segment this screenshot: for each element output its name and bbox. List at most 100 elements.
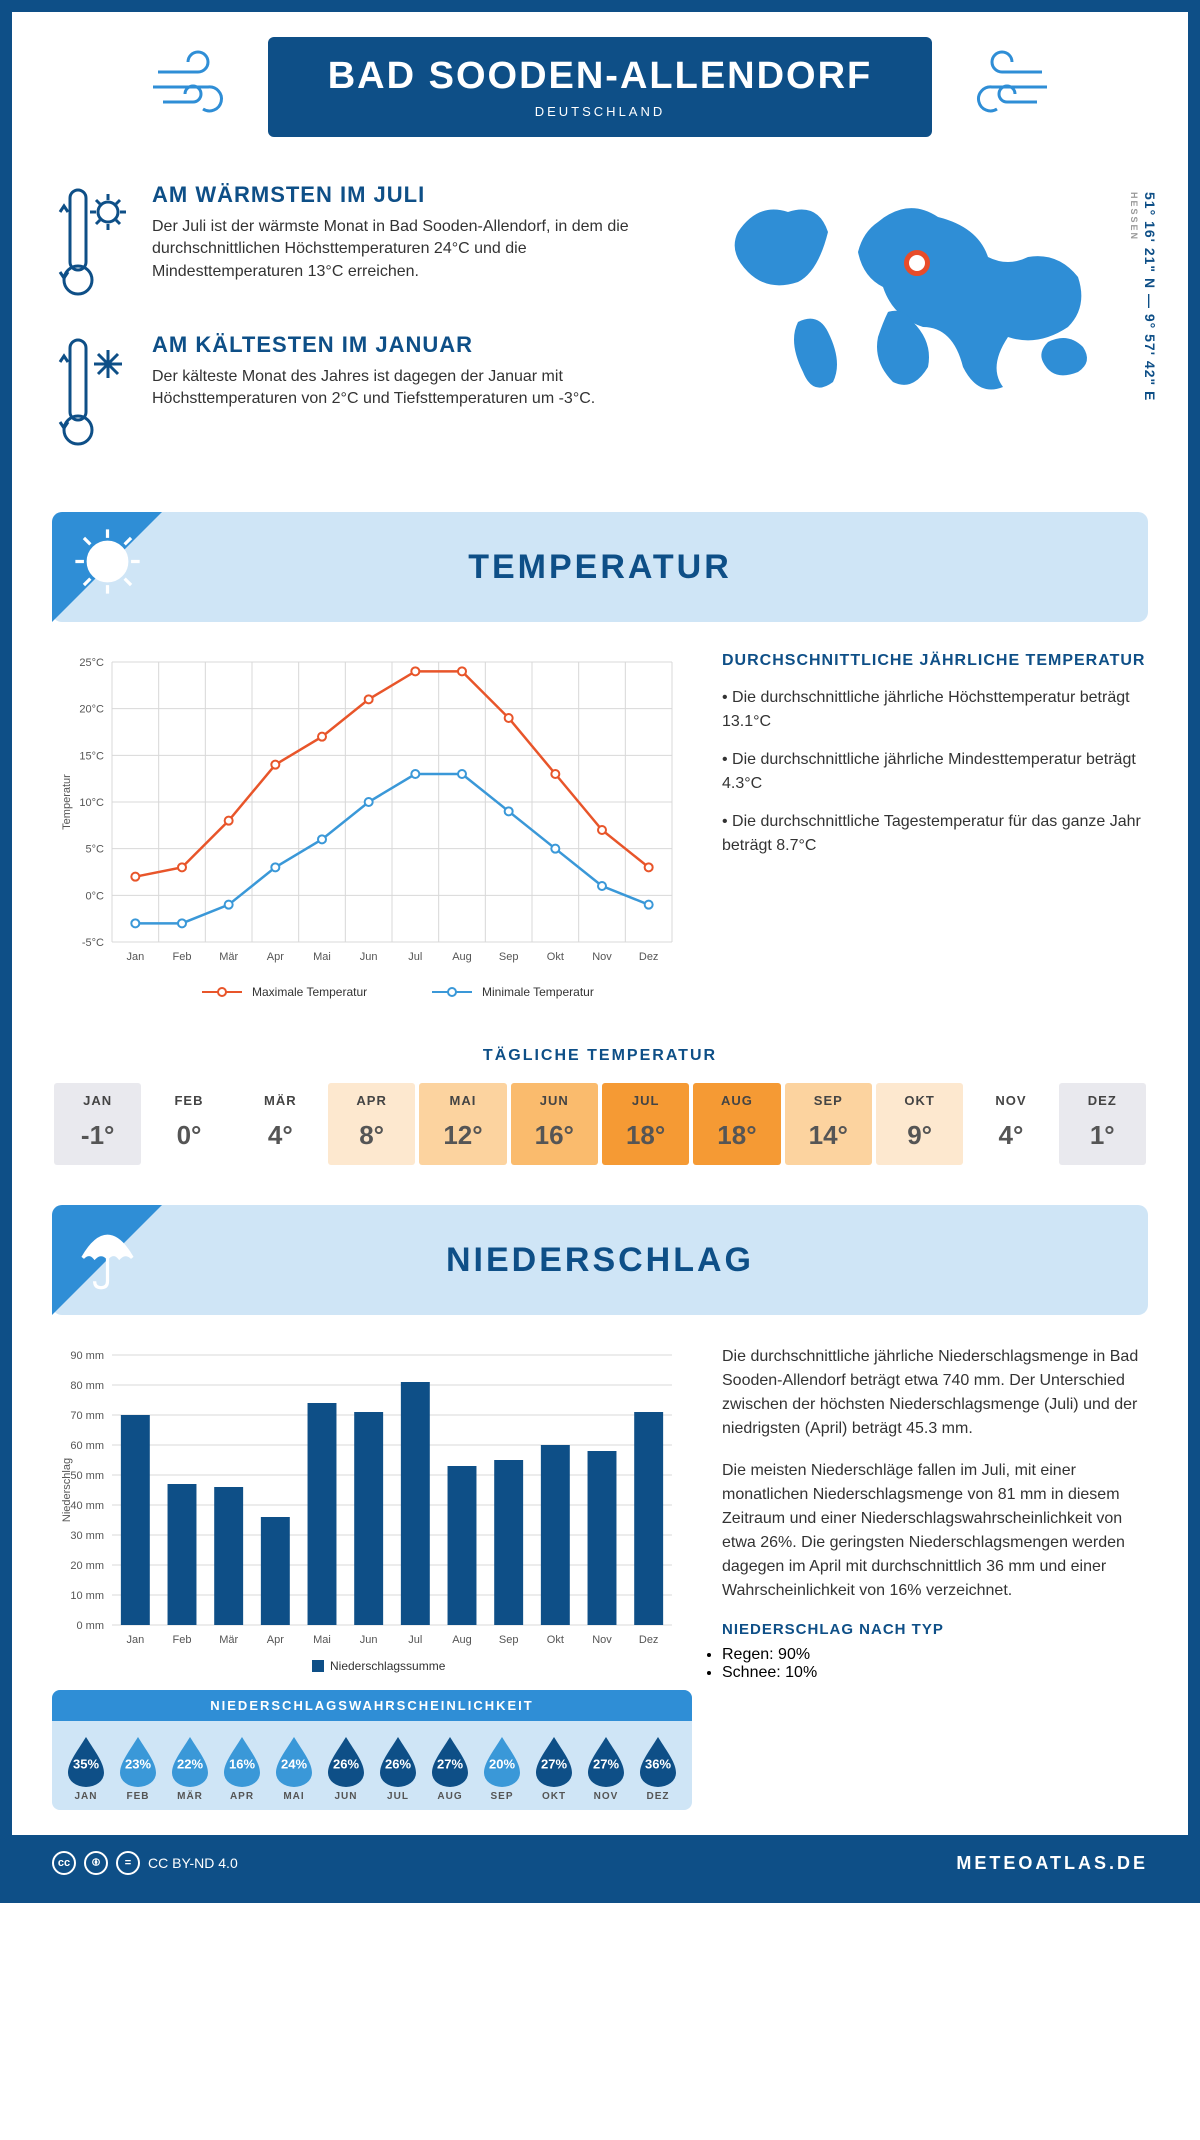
intro-section: AM WÄRMSTEN IM JULI Der Juli ist der wär… [52,182,1148,482]
svg-text:40 mm: 40 mm [70,1500,104,1512]
coldest-title: AM KÄLTESTEN IM JANUAR [152,332,678,358]
header: BAD SOODEN-ALLENDORF DEUTSCHLAND [52,37,1148,137]
map-container: 51° 16' 21" N — 9° 57' 42" EHESSEN [708,182,1148,482]
svg-text:70 mm: 70 mm [70,1410,104,1422]
cc-icon: cc [52,1851,76,1875]
daily-temp-cell: JUN16° [511,1083,598,1165]
precip-text-2: Die meisten Niederschläge fallen im Juli… [722,1459,1148,1603]
wind-icon-left [148,47,248,127]
thermometer-sun-icon [52,182,132,302]
prob-drop-cell: 27%NOV [580,1735,632,1802]
daily-temp-title: TÄGLICHE TEMPERATUR [52,1047,1148,1065]
svg-text:30 mm: 30 mm [70,1530,104,1542]
prob-title: NIEDERSCHLAGSWAHRSCHEINLICHKEIT [52,1690,692,1721]
svg-text:Okt: Okt [547,951,564,963]
prob-drop-cell: 27%OKT [528,1735,580,1802]
footer: cc 🅯 = CC BY-ND 4.0 METEOATLAS.DE [12,1835,1188,1891]
svg-text:Minimale Temperatur: Minimale Temperatur [482,985,594,999]
precip-row: 0 mm10 mm20 mm30 mm40 mm50 mm60 mm70 mm8… [52,1345,1148,1810]
daily-temp-cell: JAN-1° [54,1083,141,1165]
temp-bullet: Die durchschnittliche jährliche Mindestt… [722,748,1148,796]
svg-text:Apr: Apr [267,1634,284,1646]
coldest-block: AM KÄLTESTEN IM JANUAR Der kälteste Mona… [52,332,678,452]
svg-text:60 mm: 60 mm [70,1440,104,1452]
daily-temp-cell: SEP14° [785,1083,872,1165]
prob-drop-cell: 26%JUL [372,1735,424,1802]
svg-text:Feb: Feb [173,951,192,963]
svg-text:Jul: Jul [408,951,422,963]
svg-text:Feb: Feb [173,1634,192,1646]
prob-drop-cell: 20%SEP [476,1735,528,1802]
svg-text:Mai: Mai [313,951,331,963]
thermometer-snow-icon [52,332,132,452]
map-marker-icon [904,250,930,276]
temp-bullet: Die durchschnittliche Tagestemperatur fü… [722,810,1148,858]
svg-text:-5°C: -5°C [82,937,104,949]
world-map-icon [708,182,1108,402]
precip-probability-box: NIEDERSCHLAGSWAHRSCHEINLICHKEIT 35%JAN23… [52,1690,692,1810]
coldest-text: Der kälteste Monat des Jahres ist dagege… [152,366,678,411]
prob-drop-cell: 23%FEB [112,1735,164,1802]
svg-text:Dez: Dez [639,951,659,963]
title-banner: BAD SOODEN-ALLENDORF DEUTSCHLAND [268,37,933,137]
svg-text:Okt: Okt [547,1634,564,1646]
daily-temp-section: TÄGLICHE TEMPERATUR JAN-1°FEB0°MÄR4°APR8… [52,1047,1148,1165]
daily-temp-cell: NOV4° [967,1083,1054,1165]
svg-text:Sep: Sep [499,1634,519,1646]
svg-text:80 mm: 80 mm [70,1380,104,1392]
wind-icon-right [952,47,1052,127]
precipitation-title: NIEDERSCHLAG [52,1241,1148,1280]
daily-temp-cell: MÄR4° [237,1083,324,1165]
svg-text:0°C: 0°C [86,890,105,902]
temperature-banner: TEMPERATUR [52,512,1148,622]
umbrella-icon [70,1217,145,1292]
svg-text:Temperatur: Temperatur [61,774,73,830]
warmest-title: AM WÄRMSTEN IM JULI [152,182,678,208]
svg-text:Jan: Jan [126,1634,144,1646]
prob-drop-cell: 27%AUG [424,1735,476,1802]
svg-text:15°C: 15°C [79,750,104,762]
daily-temp-cell: JUL18° [602,1083,689,1165]
svg-text:Mär: Mär [219,1634,238,1646]
precip-type-item: Schnee: 10% [722,1664,1148,1682]
nd-icon: = [116,1851,140,1875]
svg-text:90 mm: 90 mm [70,1350,104,1362]
svg-text:Niederschlagssumme: Niederschlagssumme [330,1659,446,1673]
svg-text:Aug: Aug [452,951,472,963]
country-subtitle: DEUTSCHLAND [328,104,873,119]
svg-text:Nov: Nov [592,1634,612,1646]
temp-info-title: DURCHSCHNITTLICHE JÄHRLICHE TEMPERATUR [722,652,1148,670]
brand-text: METEOATLAS.DE [956,1853,1148,1874]
svg-text:5°C: 5°C [86,844,105,856]
by-icon: 🅯 [84,1851,108,1875]
svg-text:Sep: Sep [499,951,519,963]
warmest-text: Der Juli ist der wärmste Monat in Bad So… [152,216,678,283]
svg-text:10°C: 10°C [79,797,104,809]
daily-temp-cell: FEB0° [145,1083,232,1165]
warmest-block: AM WÄRMSTEN IM JULI Der Juli ist der wär… [52,182,678,302]
prob-drop-cell: 26%JUN [320,1735,372,1802]
svg-text:Dez: Dez [639,1634,659,1646]
temp-bullet: Die durchschnittliche jährliche Höchstte… [722,686,1148,734]
svg-text:50 mm: 50 mm [70,1470,104,1482]
daily-temp-cell: OKT9° [876,1083,963,1165]
precip-text-1: Die durchschnittliche jährliche Niedersc… [722,1345,1148,1441]
svg-text:Nov: Nov [592,951,612,963]
prob-drop-cell: 16%APR [216,1735,268,1802]
svg-text:Maximale Temperatur: Maximale Temperatur [252,985,367,999]
svg-text:0 mm: 0 mm [77,1620,105,1632]
svg-text:Jun: Jun [360,1634,378,1646]
svg-text:Niederschlag: Niederschlag [61,1458,73,1522]
svg-text:Mär: Mär [219,951,238,963]
svg-text:20 mm: 20 mm [70,1560,104,1572]
precip-type-item: Regen: 90% [722,1646,1148,1664]
sun-icon [70,524,145,599]
prob-drop-cell: 22%MÄR [164,1735,216,1802]
infographic-frame: BAD SOODEN-ALLENDORF DEUTSCHLAND AM WÄRM… [0,0,1200,1903]
svg-text:Jul: Jul [408,1634,422,1646]
svg-text:Jan: Jan [126,951,144,963]
precip-type-title: NIEDERSCHLAG NACH TYP [722,1621,1148,1638]
coordinates: 51° 16' 21" N — 9° 57' 42" EHESSEN [1126,192,1158,401]
prob-drop-cell: 35%JAN [60,1735,112,1802]
svg-text:Apr: Apr [267,951,284,963]
